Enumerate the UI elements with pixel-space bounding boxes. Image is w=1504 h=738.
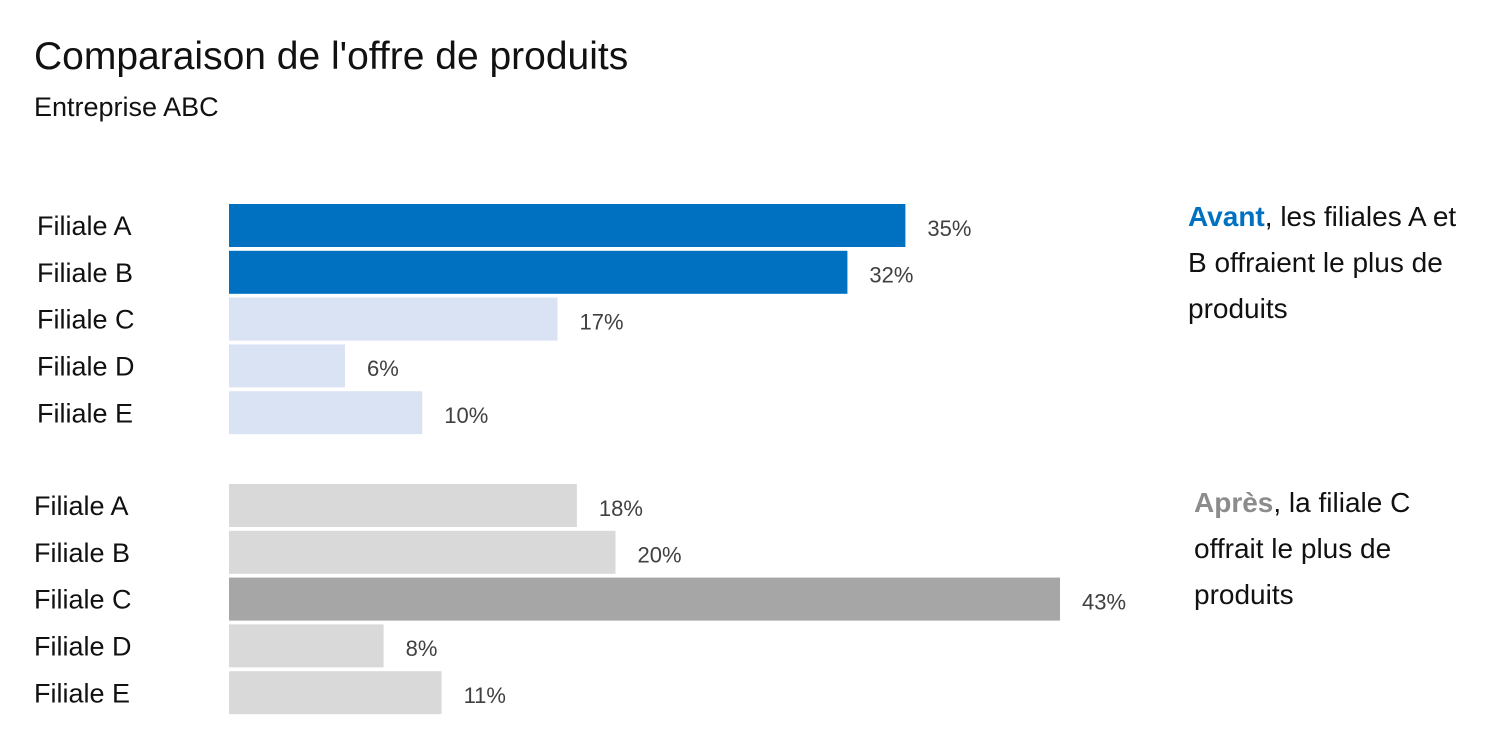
- annotation-after: Après, la filiale C offrait le plus de p…: [1194, 480, 1484, 618]
- category-label-before-b: Filiale B: [37, 258, 133, 288]
- category-label-before-a: Filiale A: [37, 211, 132, 241]
- bar-after-d: [229, 624, 384, 668]
- category-label-after-c: Filiale C: [34, 585, 132, 615]
- category-label-before-e: Filiale E: [37, 398, 133, 428]
- value-label-before-a: 35%: [927, 216, 971, 241]
- bar-before-e: [229, 391, 423, 435]
- value-label-before-b: 32%: [869, 263, 913, 288]
- bar-after-a: [229, 484, 577, 527]
- bar-before-c: [229, 297, 558, 341]
- category-label-before-c: Filiale C: [37, 305, 135, 335]
- category-label-after-b: Filiale B: [34, 538, 130, 568]
- bar-before-b: [229, 250, 848, 294]
- category-label-after-a: Filiale A: [34, 491, 129, 521]
- chart-subtitle: Entreprise ABC: [34, 92, 219, 122]
- annotation-before-keyword: Avant: [1188, 201, 1265, 232]
- value-label-before-d: 6%: [367, 356, 399, 381]
- value-label-before-e: 10%: [444, 403, 488, 428]
- value-label-after-d: 8%: [406, 636, 438, 661]
- chart-title: Comparaison de l'offre de produits: [34, 35, 629, 78]
- value-label-after-b: 20%: [638, 543, 682, 568]
- value-label-after-c: 43%: [1082, 589, 1126, 614]
- bar-after-e: [229, 671, 442, 715]
- bar-after-c: [229, 577, 1060, 621]
- annotation-after-text: , la filiale C offrait le plus de produi…: [1194, 487, 1411, 610]
- value-label-after-e: 11%: [464, 683, 506, 708]
- category-label-before-d: Filiale D: [37, 352, 135, 382]
- value-label-after-a: 18%: [599, 496, 643, 521]
- bar-before-d: [229, 344, 345, 388]
- category-label-after-e: Filiale E: [34, 678, 130, 708]
- value-label-before-c: 17%: [580, 309, 624, 334]
- annotation-before: Avant, les filiales A et B offraient le …: [1188, 194, 1478, 332]
- annotation-after-keyword: Après: [1194, 487, 1274, 518]
- annotation-before-text: , les filiales A et B offraient le plus …: [1188, 201, 1457, 324]
- bar-after-b: [229, 530, 616, 574]
- category-label-after-d: Filiale D: [34, 632, 132, 662]
- bar-before-a: [229, 204, 906, 247]
